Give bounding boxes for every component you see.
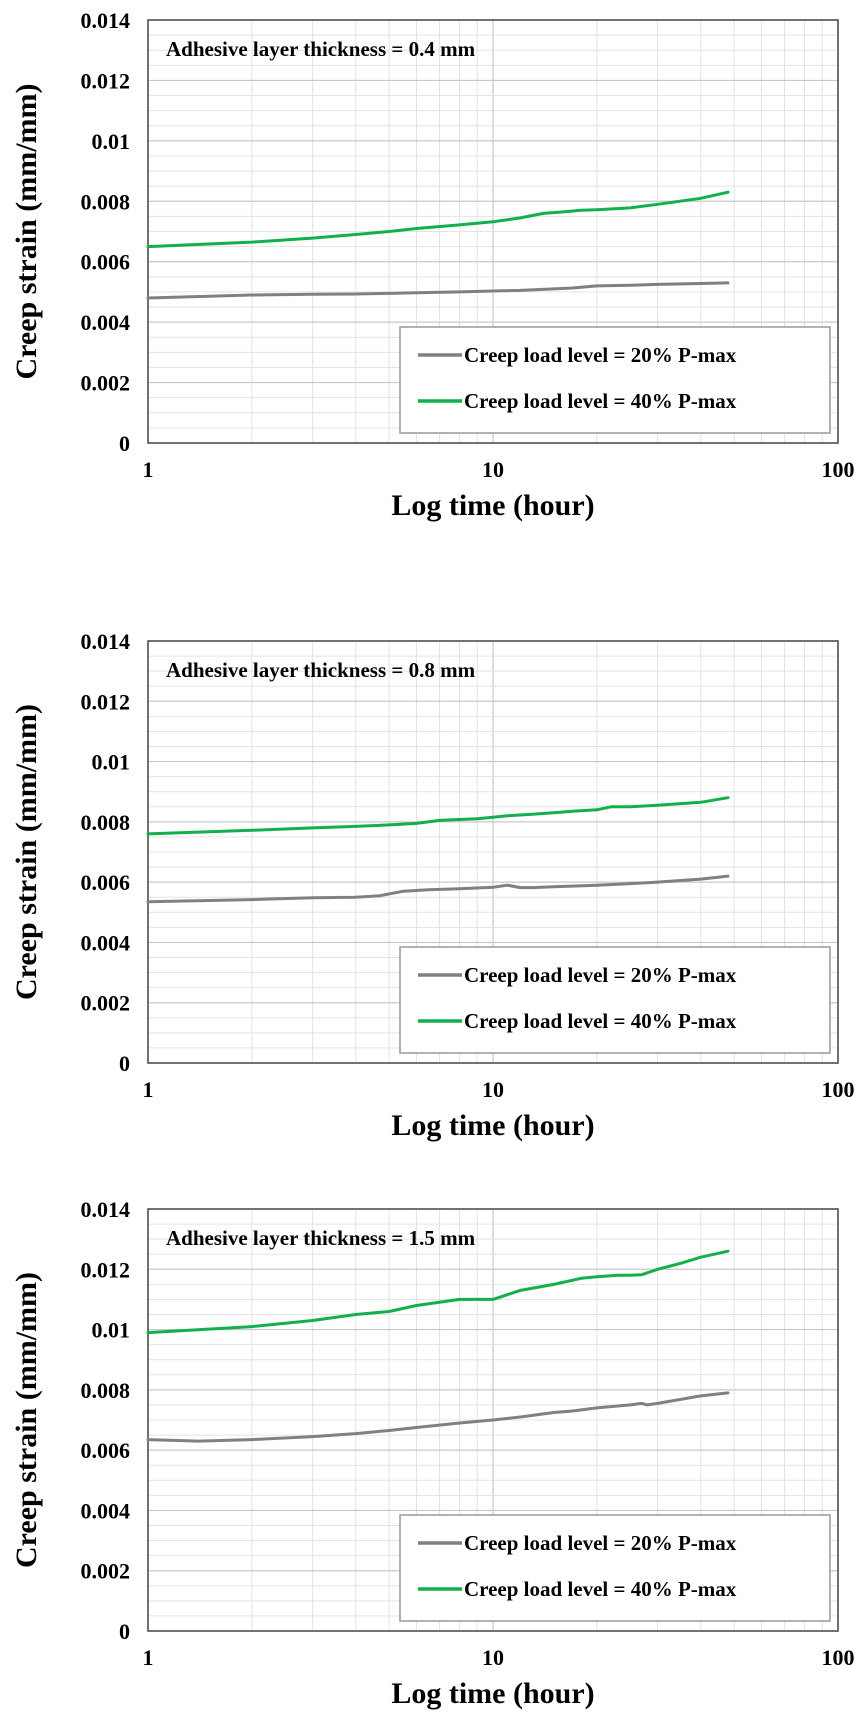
y-tick-label: 0.01 [92, 129, 131, 154]
y-axis-title: Creep strain (mm/mm) [10, 1272, 43, 1568]
plot-frame [147, 19, 839, 444]
legend-label: Creep load level = 20% P-max [464, 1531, 737, 1555]
thickness-annotation: Adhesive layer thickness = 1.5 mm [166, 1226, 476, 1250]
y-tick-label: 0.012 [81, 68, 131, 93]
series-line-20pct [146, 281, 730, 300]
plot-frame [147, 640, 839, 1064]
y-tick-label: 0.014 [81, 8, 131, 33]
y-tick-label: 0.01 [92, 1318, 131, 1343]
y-tick-label: 0.006 [81, 1438, 131, 1463]
thickness-annotation: Adhesive layer thickness = 0.8 mm [166, 658, 476, 682]
series-line-20pct [146, 1391, 730, 1443]
x-tick-label: 1 [143, 457, 154, 482]
y-tick-label: 0.008 [81, 810, 131, 835]
y-tick-label: 0.004 [81, 310, 131, 335]
chart-2: 0 0.002 0.004 0.006 0.008 0.01 0.012 0.014 1 10 10… [10, 629, 855, 1142]
legend-label: Creep load level = 20% P-max [464, 963, 737, 987]
x-axis-title: Log time (hour) [391, 1109, 594, 1142]
y-axis-title: Creep strain (mm/mm) [10, 704, 43, 1000]
legend: Creep load level = 20% P-max Creep load l… [399, 946, 831, 1054]
legend: Creep load level = 20% P-max Creep load l… [399, 326, 831, 434]
y-tick-label: 0.01 [92, 750, 131, 775]
x-tick-label: 10 [482, 1645, 504, 1670]
chart-1: 0 0.002 0.004 0.006 0.008 0.01 0.012 0.014 1 10 10… [10, 8, 855, 522]
legend-label: Creep load level = 40% P-max [464, 1009, 737, 1033]
x-axis-title: Log time (hour) [391, 1677, 594, 1710]
x-tick-label: 100 [822, 1645, 855, 1670]
series-line-40pct [146, 1249, 730, 1335]
x-tick-label: 1 [143, 1077, 154, 1102]
y-tick-label: 0.008 [81, 189, 131, 214]
y-tick-label: 0.004 [81, 1498, 131, 1523]
legend-label: Creep load level = 40% P-max [464, 389, 737, 413]
thickness-annotation: Adhesive layer thickness = 0.4 mm [166, 37, 476, 61]
x-tick-label: 1 [143, 1645, 154, 1670]
legend-label: Creep load level = 40% P-max [464, 1577, 737, 1601]
y-tick-label: 0.006 [81, 870, 131, 895]
plot-frame [147, 1208, 839, 1632]
x-tick-label: 10 [482, 457, 504, 482]
legend-box [399, 326, 831, 434]
legend-box [399, 1514, 831, 1622]
chart-3: 0 0.002 0.004 0.006 0.008 0.01 0.012 0.014 1 10 10… [10, 1197, 855, 1710]
x-tick-label: 100 [822, 457, 855, 482]
y-tick-label: 0.002 [81, 1559, 131, 1584]
y-tick-label: 0.008 [81, 1378, 131, 1403]
series-line-40pct [146, 796, 730, 836]
y-tick-label: 0 [119, 1051, 130, 1076]
y-tick-label: 0.012 [81, 1257, 131, 1282]
x-axis-title: Log time (hour) [391, 489, 594, 522]
y-tick-label: 0.004 [81, 930, 131, 955]
y-tick-label: 0.006 [81, 250, 131, 275]
y-tick-label: 0.002 [81, 991, 131, 1016]
y-axis-title: Creep strain (mm/mm) [10, 83, 43, 379]
y-tick-label: 0.014 [81, 629, 131, 654]
y-tick-label: 0 [119, 431, 130, 456]
y-tick-label: 0.014 [81, 1197, 131, 1222]
x-tick-label: 100 [822, 1077, 855, 1102]
x-tick-label: 10 [482, 1077, 504, 1102]
legend-box [399, 946, 831, 1054]
series-line-40pct [146, 190, 730, 249]
legend: Creep load level = 20% P-max Creep load l… [399, 1514, 831, 1622]
series-line-20pct [146, 874, 730, 904]
legend-label: Creep load level = 20% P-max [464, 343, 737, 367]
y-tick-label: 0 [119, 1619, 130, 1644]
y-tick-label: 0.002 [81, 371, 131, 396]
y-tick-label: 0.012 [81, 689, 131, 714]
